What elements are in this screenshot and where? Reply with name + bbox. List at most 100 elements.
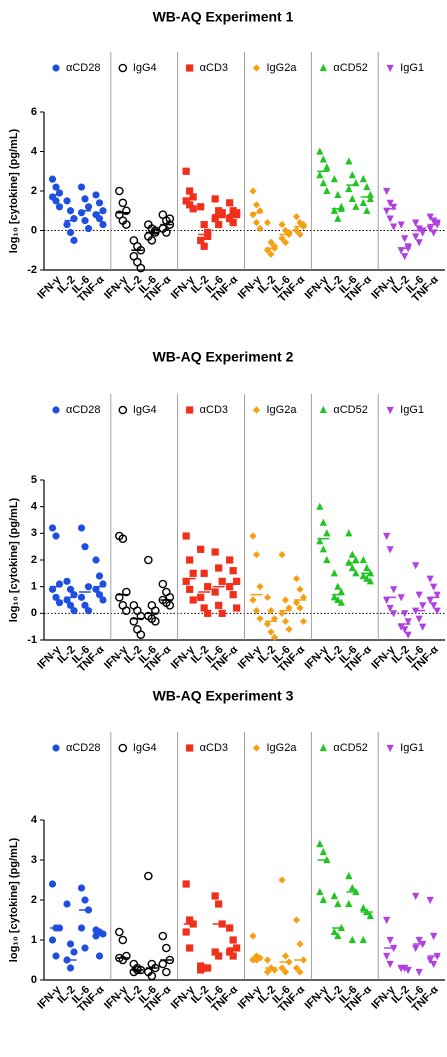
chart-title: WB-AQ Experiment 1 xyxy=(153,9,294,25)
data-point xyxy=(70,591,78,599)
data-point xyxy=(419,602,427,610)
data-point xyxy=(92,585,100,593)
legend-marker xyxy=(186,406,194,414)
data-point xyxy=(319,847,327,856)
legend-marker xyxy=(252,406,261,414)
data-point xyxy=(352,555,360,564)
data-point xyxy=(182,167,190,175)
data-point xyxy=(144,555,153,565)
data-point xyxy=(63,900,71,908)
data-point xyxy=(99,580,107,588)
data-point xyxy=(147,236,157,245)
data-point xyxy=(348,171,356,179)
y-tick-label: 4 xyxy=(31,145,38,157)
data-point xyxy=(211,588,219,596)
data-point xyxy=(115,927,124,937)
data-point xyxy=(204,232,212,241)
data-point xyxy=(292,964,301,972)
legend-marker xyxy=(252,744,261,752)
legend-marker xyxy=(386,64,394,73)
data-point xyxy=(197,593,205,601)
data-point xyxy=(267,628,275,636)
data-point xyxy=(66,964,75,972)
data-point xyxy=(215,900,223,908)
data-point xyxy=(186,187,194,195)
data-point xyxy=(390,586,398,594)
data-point xyxy=(48,175,57,183)
y-axis-label: log₁₀ [cytokine] (pg/mL) xyxy=(8,837,20,962)
data-point xyxy=(285,625,293,633)
data-point xyxy=(158,959,168,969)
data-point xyxy=(182,532,190,540)
y-tick-label: 6 xyxy=(31,106,37,118)
data-point xyxy=(316,171,324,179)
data-point xyxy=(182,577,190,585)
data-point xyxy=(330,175,338,183)
data-point xyxy=(386,199,394,207)
data-point xyxy=(383,916,391,925)
legend-marker xyxy=(319,743,327,752)
data-point xyxy=(292,599,301,607)
data-point xyxy=(397,221,405,229)
data-point xyxy=(415,239,423,247)
data-point xyxy=(334,582,342,590)
data-point xyxy=(186,916,194,924)
data-point xyxy=(359,175,367,183)
data-point xyxy=(226,199,234,207)
legend-label: IgG1 xyxy=(400,62,424,74)
data-point xyxy=(63,596,71,604)
data-point xyxy=(415,968,423,977)
data-point xyxy=(95,572,104,580)
data-point xyxy=(426,213,434,221)
data-point xyxy=(186,556,194,564)
data-point xyxy=(319,179,327,187)
data-point xyxy=(249,532,257,540)
data-point xyxy=(348,194,356,202)
data-point xyxy=(256,583,264,591)
data-point xyxy=(426,596,434,605)
data-point xyxy=(270,615,279,623)
data-point xyxy=(426,956,434,965)
data-point xyxy=(397,623,405,631)
data-point xyxy=(77,593,86,601)
data-point xyxy=(386,960,394,969)
data-point xyxy=(316,147,324,155)
data-point xyxy=(426,575,434,583)
data-point xyxy=(390,610,398,618)
data-point xyxy=(316,502,324,510)
legend-marker xyxy=(319,405,327,414)
legend-marker xyxy=(319,63,327,72)
data-point xyxy=(263,620,272,628)
data-point xyxy=(84,607,93,615)
data-point xyxy=(267,250,275,258)
data-point xyxy=(292,213,301,221)
data-point xyxy=(70,948,78,956)
data-point xyxy=(99,220,107,229)
data-point xyxy=(386,546,394,554)
data-point xyxy=(430,229,438,237)
data-point xyxy=(397,594,405,602)
data-point xyxy=(77,183,86,191)
data-point xyxy=(77,924,86,932)
data-point xyxy=(115,593,124,602)
data-point xyxy=(299,593,308,601)
data-point xyxy=(363,574,371,582)
data-point xyxy=(252,607,261,615)
y-tick-label: -1 xyxy=(27,634,37,646)
data-point xyxy=(182,880,190,888)
data-point xyxy=(197,203,205,211)
data-point xyxy=(426,896,434,905)
data-point xyxy=(249,932,257,940)
data-point xyxy=(281,968,290,976)
y-axis-label: log₁₀ [cytokine] (pg/mL) xyxy=(8,128,20,253)
legend-label: IgG2a xyxy=(267,742,298,754)
legend-label: αCD28 xyxy=(66,62,100,74)
data-point xyxy=(118,534,128,543)
data-point xyxy=(136,630,146,639)
data-point xyxy=(95,215,104,223)
data-point xyxy=(412,944,420,953)
data-point xyxy=(383,596,391,605)
data-point xyxy=(249,596,257,604)
data-point xyxy=(334,931,342,940)
